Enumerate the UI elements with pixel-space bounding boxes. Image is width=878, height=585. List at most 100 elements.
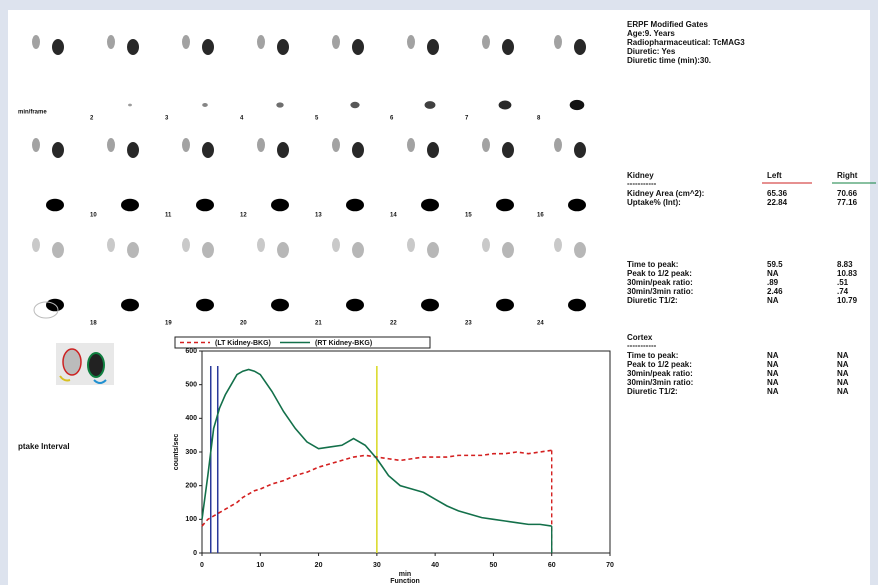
kidney-rule: ----------- <box>627 179 657 188</box>
kidney-blob <box>182 35 190 49</box>
right-value: .74 <box>837 287 849 296</box>
bladder-blob <box>346 198 364 212</box>
frame-number: 14 <box>390 213 397 219</box>
left-value: 2.46 <box>767 287 783 296</box>
kidney-blob <box>554 35 562 49</box>
frame-number: 2 <box>90 116 94 122</box>
bladder-blob <box>276 102 284 108</box>
kidney-blob <box>202 142 214 158</box>
row-label: Uptake% (Int): <box>627 198 681 207</box>
frame-number: 12 <box>240 213 247 219</box>
left-value: 22.84 <box>767 198 788 207</box>
left-value: NA <box>767 351 779 360</box>
kidney-blob <box>32 138 40 152</box>
roi-right <box>87 352 105 378</box>
kidney-blob <box>277 242 289 258</box>
kidney-blob <box>257 138 265 152</box>
legend-label: (RT Kidney-BKG) <box>315 340 372 347</box>
kidney-blob <box>107 238 115 252</box>
header-line: Diuretic time (min):30. <box>627 56 711 65</box>
frame-number: 23 <box>465 321 472 327</box>
right-value: NA <box>837 378 849 387</box>
right-value: NA <box>837 351 849 360</box>
x-label: min <box>399 571 411 578</box>
x-tick-label: 50 <box>490 562 498 569</box>
bladder-blob <box>196 198 214 212</box>
bladder-blob <box>568 198 586 212</box>
kidney-blob <box>554 238 562 252</box>
left-value: NA <box>767 269 779 278</box>
kidney-blob <box>482 35 490 49</box>
kidney-blob <box>332 238 340 252</box>
kidney-blob <box>502 39 514 55</box>
row-label: 30min/peak ratio: <box>627 278 693 287</box>
frame-number: 22 <box>390 321 397 327</box>
right-value: 10.83 <box>837 269 858 278</box>
frame-number: 24 <box>537 321 544 327</box>
bladder-blob <box>346 298 364 312</box>
row-label: 30min/peak ratio: <box>627 369 693 378</box>
bladder-blob <box>498 100 512 110</box>
left-value: NA <box>767 369 779 378</box>
kidney-blob <box>182 138 190 152</box>
row-label: Time to peak: <box>627 351 678 360</box>
kidney-blob <box>574 39 586 55</box>
x-sublabel: Function <box>390 578 420 585</box>
x-tick-label: 60 <box>548 562 556 569</box>
kidney-blob <box>427 242 439 258</box>
right-value: 70.66 <box>837 189 858 198</box>
kidney-blob <box>52 242 64 258</box>
left-value: NA <box>767 360 779 369</box>
frame-number: 20 <box>240 321 247 327</box>
kidney-blob <box>277 39 289 55</box>
bladder-blob <box>196 298 214 312</box>
frame-number: 7 <box>465 116 469 122</box>
y-tick-label: 0 <box>193 550 197 557</box>
header-line: ERPF Modified Gates <box>627 20 708 29</box>
bladder-blob <box>46 198 64 212</box>
cortex-rule: ----------- <box>627 341 657 350</box>
bladder-blob <box>121 298 139 312</box>
header-line: Age:9. Years <box>627 29 675 38</box>
bladder-blob <box>496 298 514 312</box>
kidney-blob <box>407 138 415 152</box>
right-value: .51 <box>837 278 849 287</box>
row-label: Peak to 1/2 peak: <box>627 269 692 278</box>
left-value: NA <box>767 387 779 396</box>
kidney-blob <box>32 35 40 49</box>
right-value: 8.83 <box>837 260 853 269</box>
kidney-blob <box>107 35 115 49</box>
kidney-blob <box>32 238 40 252</box>
y-tick-label: 600 <box>185 348 197 355</box>
x-tick-label: 10 <box>256 562 264 569</box>
frame-number: 10 <box>90 213 97 219</box>
kidney-blob <box>257 35 265 49</box>
row-label: Diuretic T1/2: <box>627 387 678 396</box>
kidney-blob <box>257 238 265 252</box>
kidney-blob <box>427 142 439 158</box>
left-value: 65.36 <box>767 189 788 198</box>
bladder-blob <box>271 298 289 312</box>
legend-label: (LT Kidney-BKG) <box>215 340 271 347</box>
bladder-blob <box>421 298 439 312</box>
series-line <box>201 449 552 527</box>
right-value: NA <box>837 369 849 378</box>
frame-number: 8 <box>537 116 541 122</box>
y-tick-label: 300 <box>185 449 197 456</box>
kidney-blob <box>332 35 340 49</box>
kidney-title: Kidney <box>627 171 654 180</box>
kidney-blob <box>482 138 490 152</box>
bladder-blob <box>128 103 132 107</box>
kidney-blob <box>127 242 139 258</box>
left-value: NA <box>767 378 779 387</box>
frame-number: 5 <box>315 116 319 122</box>
kidney-blob <box>352 39 364 55</box>
kidney-blob <box>127 39 139 55</box>
bladder-blob <box>569 99 585 111</box>
left-value: 59.5 <box>767 260 783 269</box>
x-tick-label: 30 <box>373 562 381 569</box>
right-header: Right <box>837 171 858 180</box>
left-value: NA <box>767 296 779 305</box>
frame-number: 16 <box>537 213 544 219</box>
